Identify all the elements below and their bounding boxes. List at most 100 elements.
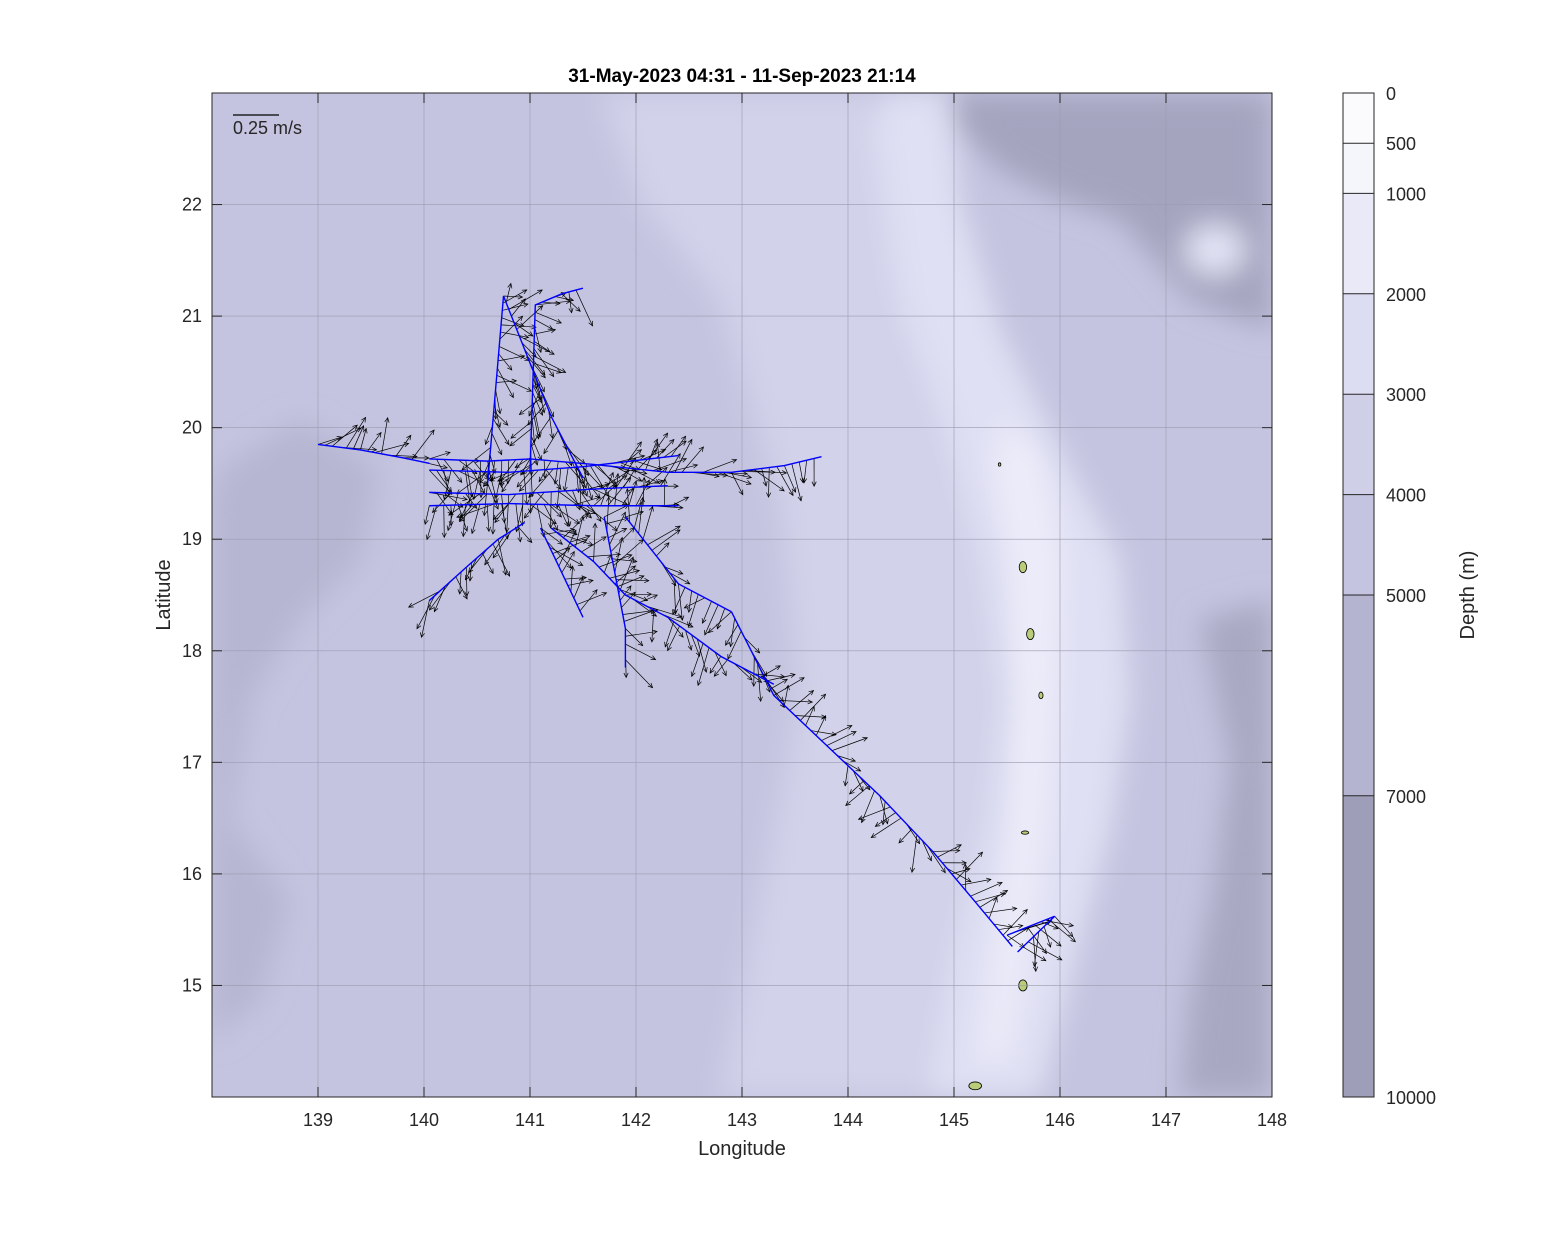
current-arrow	[757, 663, 763, 703]
current-arrow	[728, 618, 736, 648]
colorbar-tick-label-2000: 2000	[1386, 285, 1426, 305]
current-arrow	[487, 483, 499, 510]
current-arrow	[696, 647, 710, 687]
current-arrow	[849, 780, 865, 795]
current-arrow	[770, 678, 788, 690]
current-arrow	[576, 592, 608, 605]
current-arrow	[641, 476, 647, 506]
current-arrow	[565, 443, 590, 476]
y-axis-ticks: 15 16 17 18 19 20 21 22	[182, 195, 1272, 995]
current-arrow	[587, 552, 622, 558]
current-arrow	[553, 461, 559, 485]
current-arrow	[568, 291, 574, 314]
current-arrow	[956, 851, 984, 880]
grid-lines	[212, 93, 1272, 1097]
current-arrow	[874, 812, 896, 827]
current-arrow	[468, 548, 488, 573]
current-arrow	[707, 611, 732, 634]
current-arrow	[970, 881, 1003, 897]
ship-track-segment-2	[429, 454, 679, 473]
current-arrow	[687, 594, 699, 628]
current-arrow	[428, 581, 451, 611]
colorbar-tick-label-10000: 10000	[1386, 1088, 1436, 1108]
ship-track-segment-3	[429, 484, 668, 496]
x-tick-label-143: 143	[727, 1110, 757, 1130]
current-arrow	[686, 590, 692, 614]
current-arrow	[532, 392, 544, 416]
colorbar-band-1000	[1343, 193, 1374, 294]
bathymetry-slope-west	[600, 93, 1005, 1097]
current-arrow	[831, 736, 869, 751]
current-arrow	[625, 659, 654, 689]
current-arrow	[530, 443, 539, 466]
current-arrow	[529, 503, 557, 525]
current-arrow	[727, 630, 742, 660]
current-arrow	[534, 326, 543, 354]
current-arrow	[664, 621, 675, 648]
current-arrow	[622, 441, 642, 468]
x-tick-label-147: 147	[1151, 1110, 1181, 1130]
x-tick-label-139: 139	[303, 1110, 333, 1130]
current-arrow	[555, 547, 571, 561]
current-arrow	[651, 529, 681, 551]
current-arrow	[411, 429, 435, 460]
current-arrow	[798, 461, 805, 484]
current-arrow	[1049, 921, 1075, 928]
bathymetry-deep-north	[950, 93, 1272, 330]
current-arrow	[527, 402, 547, 426]
current-arrow	[635, 479, 650, 506]
current-arrow	[842, 760, 862, 772]
current-arrow	[713, 659, 728, 677]
current-arrow	[649, 609, 655, 643]
current-arrow	[531, 399, 542, 438]
current-arrow	[464, 567, 470, 597]
current-arrow	[921, 840, 932, 862]
bathymetry-ridge-crest	[980, 420, 1060, 1060]
current-arrow	[608, 528, 628, 539]
ship-track-segment-9	[603, 516, 627, 668]
current-arrow	[927, 845, 946, 874]
current-arrow	[678, 583, 685, 622]
current-arrow	[656, 438, 675, 459]
current-arrow	[575, 515, 585, 548]
colorbar-tick-label-500: 500	[1386, 134, 1416, 154]
current-arrow	[492, 530, 512, 559]
current-arrow	[670, 435, 687, 457]
current-arrow	[857, 806, 891, 821]
colorbar-band-7000	[1343, 795, 1374, 1097]
current-arrow	[870, 817, 902, 838]
island-4	[1038, 691, 1044, 700]
current-arrow	[984, 906, 1018, 914]
y-tick-label-17: 17	[182, 752, 202, 772]
current-arrow	[942, 860, 968, 866]
current-arrow	[498, 464, 531, 485]
current-arrow	[826, 731, 857, 746]
y-tick-label-19: 19	[182, 529, 202, 549]
current-arrow	[784, 684, 790, 706]
current-arrow	[609, 569, 641, 579]
current-arrow	[491, 432, 503, 456]
ship-track-segment-8	[539, 527, 584, 618]
current-arrow	[510, 421, 532, 439]
bathymetry-seamount-east	[1185, 225, 1245, 275]
current-arrow	[523, 492, 545, 519]
colorbar-band-500	[1343, 143, 1374, 194]
current-arrow	[805, 705, 815, 726]
current-arrow	[551, 504, 580, 524]
current-arrow	[714, 651, 727, 677]
current-arrow	[532, 377, 542, 401]
y-tick-label-15: 15	[182, 975, 202, 995]
current-arrow	[461, 504, 467, 538]
current-arrow	[811, 458, 817, 487]
current-arrow	[704, 604, 719, 636]
current-arrow	[557, 504, 569, 528]
current-arrow	[709, 656, 722, 674]
colorbar-tick-label-7000: 7000	[1386, 787, 1426, 807]
current-arrow	[821, 725, 853, 741]
current-arrow	[681, 446, 704, 473]
current-arrow	[733, 663, 753, 681]
current-arrow	[561, 550, 575, 573]
current-arrow	[500, 331, 530, 340]
current-arrow	[784, 465, 797, 493]
